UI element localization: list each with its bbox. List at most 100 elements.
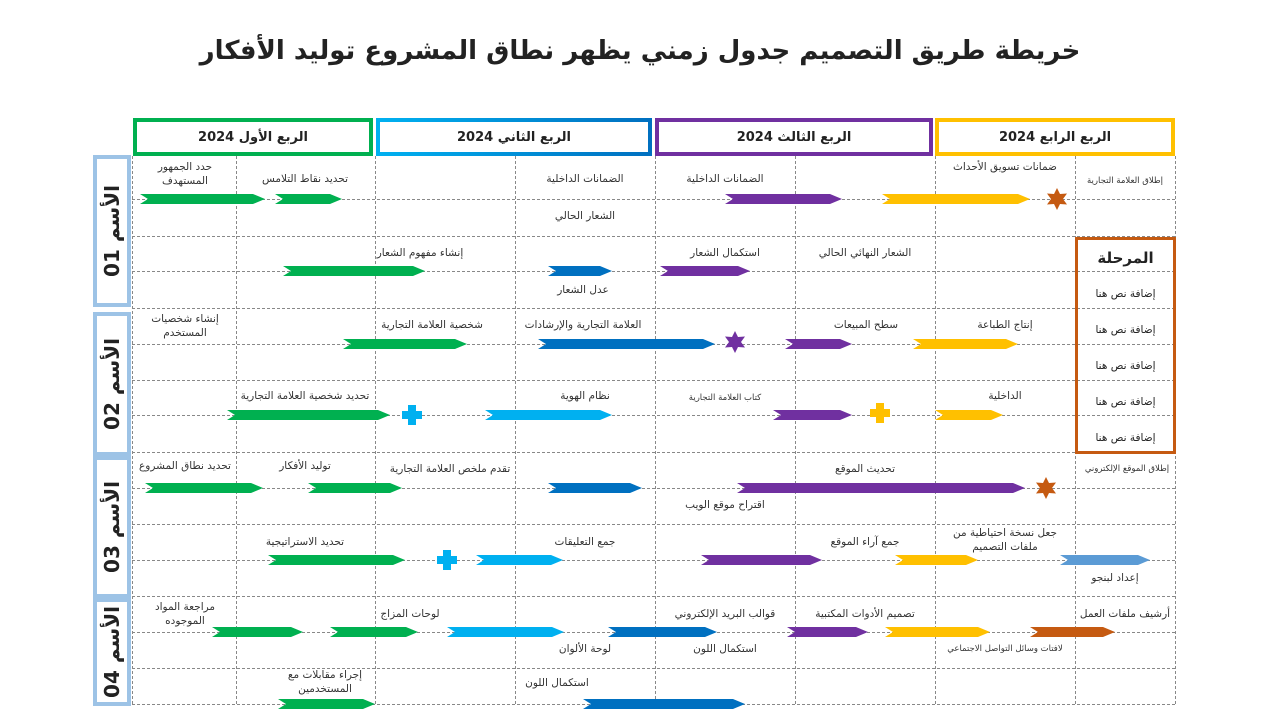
grid-row-line [132, 560, 1175, 561]
task-label: الضمانات الداخلية [546, 173, 624, 185]
page-title: خريطة طريق التصميم جدول زمني يظهر نطاق ا… [199, 36, 1081, 66]
task-bar-blue [608, 627, 717, 637]
name-box-01: الأسم 01 [93, 155, 131, 307]
plus-milestone-icon [870, 403, 890, 423]
grid-row-line [132, 271, 1175, 272]
task-label: إنشاء شخصيات المستخدم [151, 313, 219, 339]
phase-item: إضافة نص هنا [1095, 432, 1156, 444]
task-label: لوحات المزاج [380, 608, 440, 620]
name-label: الأسم 02 [100, 338, 124, 430]
task-label: نظام الهوية [560, 390, 610, 402]
task-bar-lightblue [1060, 555, 1150, 565]
phase-item: إضافة نص هنا [1095, 288, 1156, 300]
task-label: كتاب العلامة التجارية [688, 393, 762, 403]
quarter-header-q4: الربع الرابع 2024 [935, 118, 1175, 156]
quarter-label: الربع الثالث 2024 [736, 129, 852, 145]
task-bar-yellow [935, 410, 1003, 420]
task-bar-green [140, 194, 265, 204]
task-label: عدل الشعار [557, 284, 609, 296]
task-label: الضمانات الداخلية [686, 173, 764, 185]
task-label: أرشيف ملفات العمل [1079, 608, 1171, 620]
quarter-label: الربع الثاني 2024 [457, 129, 571, 145]
grid-row-line [132, 452, 1175, 453]
task-bar-purple [725, 194, 842, 204]
task-label: تحديث الموقع [834, 463, 895, 475]
task-label: تحديد شخصية العلامة التجارية [240, 390, 370, 402]
task-label: اقتراح موقع الويب [685, 499, 765, 511]
grid-column-line [375, 156, 376, 704]
grid-row-line [132, 308, 1175, 309]
task-label: إجراء مقابلات مع المستخدمين [287, 669, 363, 695]
task-bar-cyan [447, 627, 564, 637]
task-bar-blue [538, 339, 715, 349]
task-bar-purple [773, 410, 852, 420]
phase-item: إضافة نص هنا [1095, 396, 1156, 408]
star-milestone-icon [1036, 477, 1056, 499]
plus-milestone-icon [402, 405, 422, 425]
task-label: توليد الأفكار [279, 460, 331, 472]
task-label: جمع آراء الموقع [830, 536, 900, 548]
phase-item: إضافة نص هنا [1095, 360, 1156, 372]
task-bar-green [283, 266, 425, 276]
task-label: الداخلية [988, 390, 1022, 402]
task-label: مراجعة المواد الموجوده [154, 601, 216, 627]
task-label: ضمانات تسويق الأحداث [953, 161, 1057, 173]
task-label: لافتات وسائل التواصل الاجتماعي [947, 644, 1063, 654]
task-bar-orange [1030, 627, 1115, 637]
grid-column-line [935, 156, 936, 704]
grid-row-line [132, 199, 1175, 200]
task-label: استكمال اللون [693, 643, 757, 655]
task-bar-purple [660, 266, 750, 276]
star-milestone-icon [725, 331, 745, 353]
grid-row-line [132, 488, 1175, 489]
task-bar-green [343, 339, 467, 349]
task-bar-green [145, 483, 263, 493]
task-label: حدد الجمهور المستهدف [157, 161, 213, 187]
name-label: الأسم 03 [100, 481, 124, 573]
grid-column-line [132, 156, 133, 704]
grid-row-line [132, 236, 1175, 237]
task-label: جعل نسخة احتياطية من ملفات التصميم [953, 527, 1057, 553]
grid-row-line [132, 524, 1175, 525]
quarter-header-q2: الربع الثاني 2024 [376, 118, 652, 156]
task-bar-purple [737, 483, 1025, 493]
task-bar-purple [785, 339, 852, 349]
task-bar-green [308, 483, 402, 493]
quarter-header-q1: الربع الأول 2024 [133, 118, 373, 156]
quarter-label: الربع الأول 2024 [198, 129, 308, 145]
task-label: جمع التعليقات [554, 536, 616, 548]
task-label: تصميم الأدوات المكتبية [815, 608, 915, 620]
task-bar-green [268, 555, 405, 565]
grid-column-line [655, 156, 656, 704]
phase-header: المرحلة [1097, 249, 1154, 267]
task-bar-blue [548, 483, 642, 493]
star-milestone-icon [1047, 188, 1067, 210]
task-label: سطح المبيعات [833, 319, 899, 331]
task-bar-green [330, 627, 418, 637]
phase-item: إضافة نص هنا [1095, 324, 1156, 336]
task-bar-yellow [895, 555, 978, 565]
grid-column-line [795, 156, 796, 704]
task-label: تقدم ملخص العلامة التجارية [389, 463, 511, 475]
task-label: شخصية العلامة التجارية [381, 319, 483, 331]
plus-milestone-icon [437, 550, 457, 570]
grid-column-line [515, 156, 516, 704]
task-label: إعداد لبنجو [1091, 572, 1139, 584]
task-bar-green [212, 627, 303, 637]
task-bar-yellow [885, 627, 990, 637]
task-bar-yellow [882, 194, 1030, 204]
task-label: تحديد نقاط التلامس [261, 173, 349, 185]
phase-box: المرحلة إضافة نص هنا إضافة نص هنا إضافة … [1075, 237, 1176, 454]
name-label: الأسم 04 [100, 606, 124, 698]
grid-row-line [132, 380, 1175, 381]
task-bar-green [275, 194, 342, 204]
name-box-02: الأسم 02 [93, 312, 131, 456]
name-box-03: الأسم 03 [93, 456, 131, 598]
task-label: الشعار الحالي [554, 210, 616, 222]
quarter-header-q3: الربع الثالث 2024 [655, 118, 933, 156]
task-bar-blue [548, 266, 612, 276]
task-bar-purple [701, 555, 822, 565]
task-bar-blue [583, 699, 745, 709]
task-label: تحديد الاستراتيجية [265, 536, 345, 548]
